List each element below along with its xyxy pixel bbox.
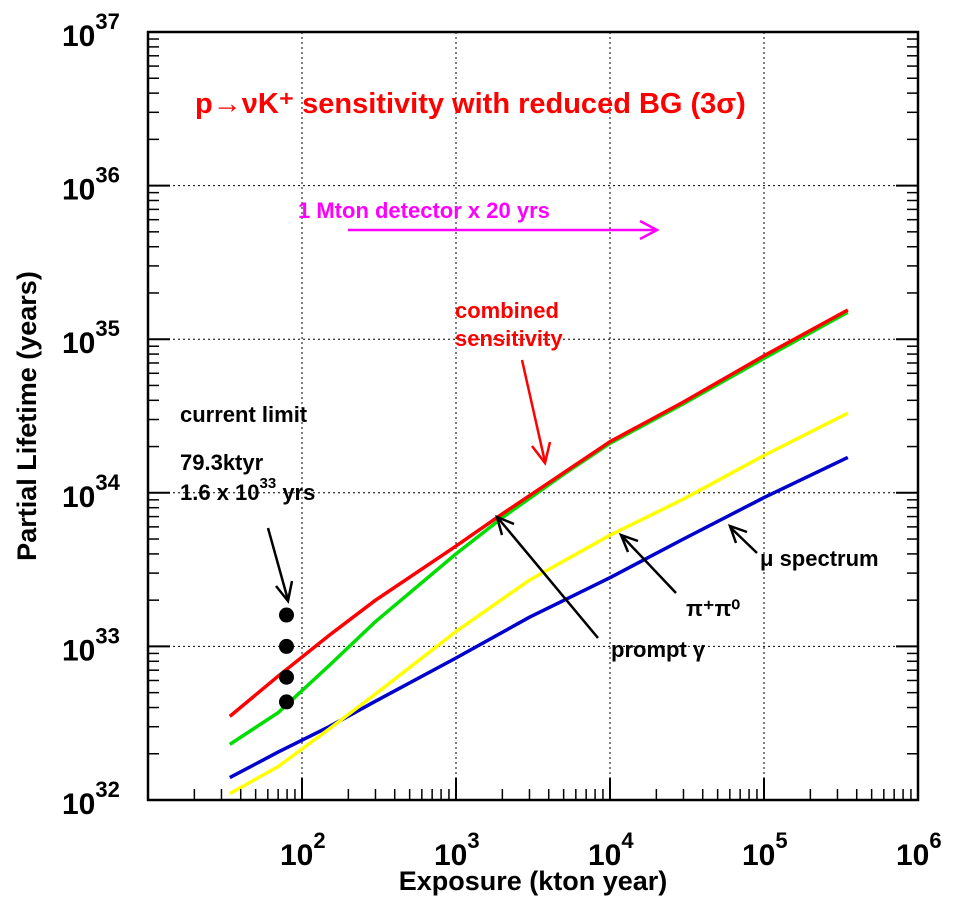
series-line-1 [230,413,848,793]
pi-pi-label: π⁺π⁰ [686,596,740,621]
current-limit-label: current limit [180,402,308,427]
current-limit-point [279,639,294,654]
pi-pi-arrow [621,535,676,593]
prompt-gamma-arrow [497,517,598,638]
x-tick-label: 102 [280,828,326,872]
combined-label-line2: sensitivity [455,326,563,351]
y-tick-label: 1037 [62,9,120,53]
current-limit-point [279,608,294,623]
series-line-3 [230,310,848,716]
chart-title: p→νK⁺ sensitivity with reduced BG (3σ) [195,88,746,120]
x-tick-label: 106 [896,828,942,872]
x-axis-title: Exposure (kton year) [399,866,668,896]
y-tick-label: 1035 [62,316,120,360]
x-tick-label: 105 [742,828,788,872]
mu-spectrum-label: μ spectrum [760,546,879,571]
combined-label-line1: combined [455,298,559,323]
current-limit-arrow [268,528,292,601]
current-limit-point [279,670,294,685]
series-line-2 [230,312,848,744]
mu-spectrum-arrow [730,526,757,553]
current-limit-markers [279,608,294,710]
y-tick-label: 1032 [62,777,120,821]
current-limit-point [279,694,294,709]
series-line-0 [230,457,848,777]
prompt-gamma-label: prompt γ [611,637,706,662]
y-tick-label: 1034 [62,470,121,514]
y-tick-label: 1033 [62,623,120,667]
y-axis-title: Partial Lifetime (years) [12,271,42,561]
y-tick-label: 1036 [62,163,120,207]
detector-arrow [348,221,657,239]
detector-label: 1 Mton detector x 20 yrs [298,198,550,223]
limit-exposure-label: 79.3ktyr [180,450,264,475]
combined-arrow [522,360,550,463]
limit-value-label: 1.6 x 1033 yrs [180,475,315,505]
